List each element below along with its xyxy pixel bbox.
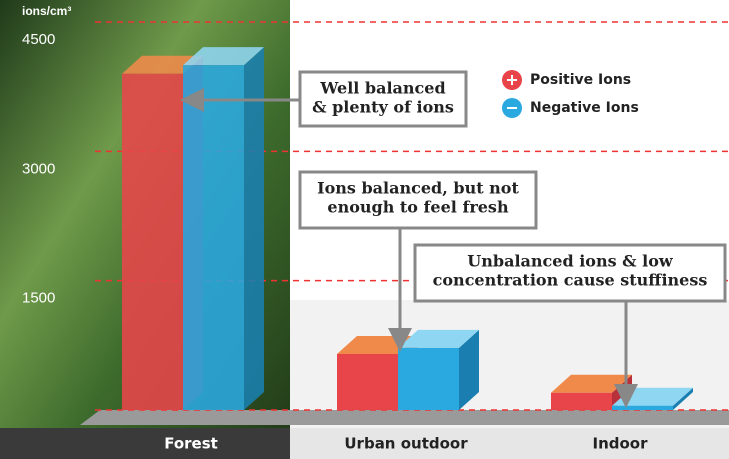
bar-side: [244, 47, 264, 410]
bar: [612, 406, 673, 410]
bar: [183, 65, 244, 410]
y-tick-label: 4500: [22, 31, 55, 48]
y-tick-label: 1500: [22, 290, 55, 307]
bar: [551, 393, 612, 410]
legend-label: Negative Ions: [530, 100, 639, 116]
bar: [398, 348, 459, 410]
annotation-text: Ions balanced, but not: [317, 179, 519, 198]
annotation-text: concentration cause stuffiness: [433, 271, 708, 290]
x-tick-label: Urban outdoor: [344, 435, 468, 453]
annotation-text: & plenty of ions: [312, 98, 454, 117]
bar: [122, 74, 183, 410]
y-tick-label: 3000: [22, 160, 55, 177]
bar: [337, 354, 398, 410]
chart: ions/cm³ 1500 3000 4500 Forest Urban outdoor…: [0, 0, 729, 459]
floor: [80, 410, 729, 425]
y-axis-label: ions/cm³: [22, 4, 71, 18]
category-band: [0, 428, 290, 459]
annotation-text: Well balanced: [319, 79, 445, 98]
x-tick-label: Indoor: [592, 435, 648, 453]
annotation-text: Unbalanced ions & low: [467, 252, 674, 271]
annotation-text: enough to feel fresh: [327, 198, 509, 217]
legend-label: Positive Ions: [530, 72, 631, 88]
x-tick-label: Forest: [164, 435, 218, 453]
